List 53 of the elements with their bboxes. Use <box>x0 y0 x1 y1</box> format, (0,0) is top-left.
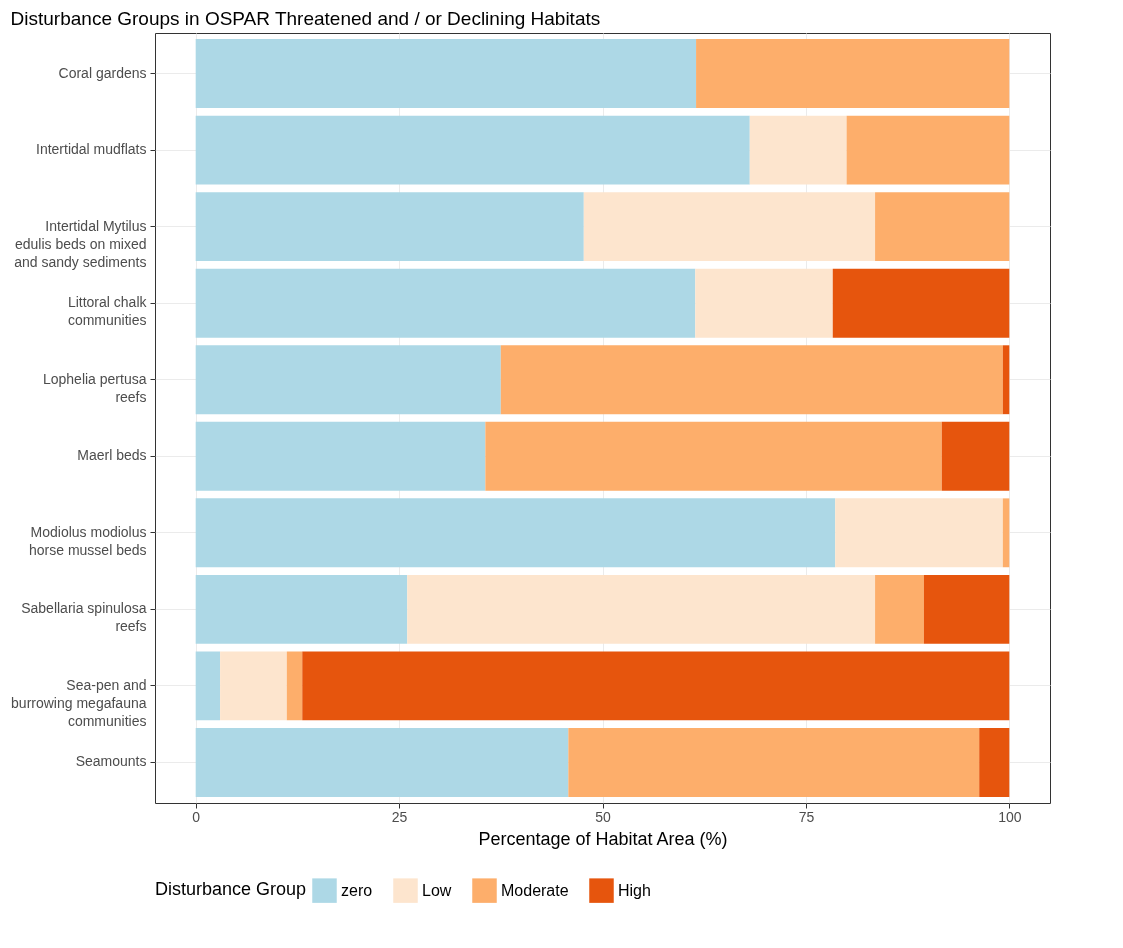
bar <box>846 115 1010 185</box>
bar <box>195 345 501 415</box>
bar <box>979 727 1010 797</box>
y-tick-label: Littoral chalk communities <box>67 294 148 329</box>
bar <box>583 192 876 262</box>
x-axis-title: Percentage of Habitat Area (%) <box>478 828 728 849</box>
bar <box>875 192 1010 262</box>
legend-title: Disturbance Group <box>155 879 307 899</box>
bar <box>696 39 1010 109</box>
bar <box>195 268 696 338</box>
bar <box>835 498 1003 568</box>
bar <box>195 574 408 644</box>
x-tick-label: 75 <box>798 808 815 825</box>
bar <box>941 421 1010 491</box>
legend-label: High <box>618 881 651 899</box>
bar <box>1002 345 1010 415</box>
bar <box>286 651 303 721</box>
x-tick-label: 100 <box>998 808 1022 825</box>
bar <box>695 268 833 338</box>
bar <box>1002 498 1010 568</box>
bar <box>195 498 836 568</box>
chart-title: Disturbance Groups in OSPAR Threatened and / or Declining Habitats <box>10 8 601 29</box>
bar <box>195 115 750 185</box>
x-tick-label: 50 <box>595 808 611 825</box>
y-tick-label: Intertidal mudflats <box>36 141 147 158</box>
bar <box>302 651 1010 721</box>
bar <box>500 345 1003 415</box>
y-tick-label: Lophelia pertusa reefs <box>42 370 147 405</box>
bar <box>407 574 876 644</box>
y-tick-label: Sabellaria spinulosa reefs <box>21 600 147 635</box>
bar <box>195 651 221 721</box>
legend-label: Moderate <box>501 881 569 899</box>
bar <box>195 192 584 262</box>
bar <box>485 421 942 491</box>
legend-label: zero <box>341 881 373 899</box>
y-tick-label: Seamounts <box>75 753 147 770</box>
bar <box>832 268 1010 338</box>
x-tick-label: 25 <box>391 808 408 825</box>
bar <box>195 421 486 491</box>
y-tick-label: Intertidal Mytilus edulis beds on mixed and sandy sediments <box>14 217 147 270</box>
bar <box>568 727 980 797</box>
y-tick-label: Modiolus modiolus horse mussel beds <box>28 523 147 558</box>
y-tick-label: Maerl beds <box>77 447 147 464</box>
y-tick-label: Coral gardens <box>58 64 147 81</box>
bar <box>923 574 1010 644</box>
y-tick-label: Sea-pen and burrowing megafauna communities <box>11 676 147 729</box>
bar <box>220 651 287 721</box>
bar <box>195 39 697 109</box>
bar <box>875 574 924 644</box>
bar <box>195 727 569 797</box>
legend-label: Low <box>422 881 452 899</box>
bar <box>749 115 847 185</box>
x-tick-label: 0 <box>192 808 201 825</box>
